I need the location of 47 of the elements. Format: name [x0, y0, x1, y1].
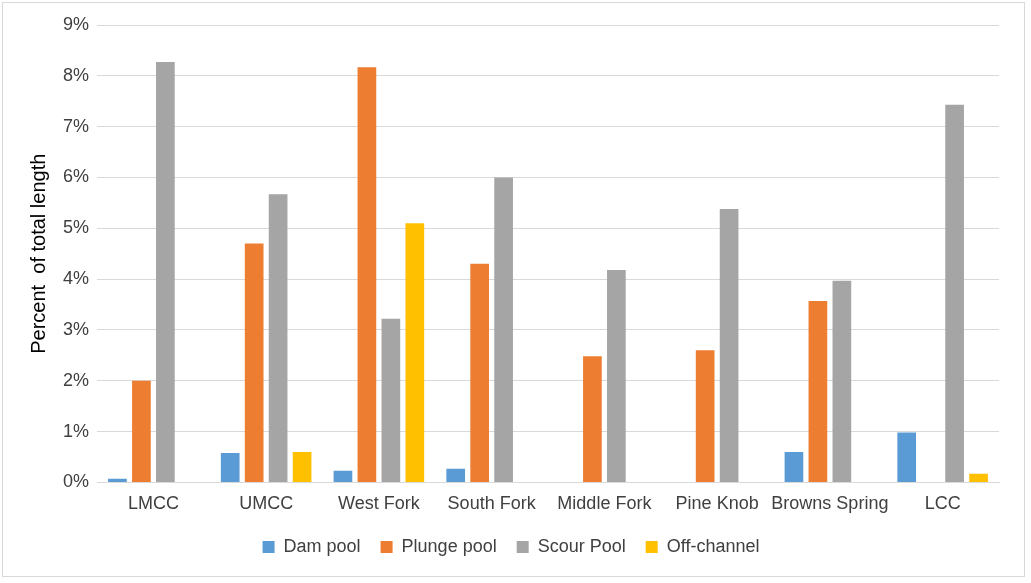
y-tick-label: 2%: [63, 369, 90, 390]
y-tick-label: 0%: [63, 471, 90, 492]
bar: [244, 243, 264, 482]
legend-label: Scour Pool: [537, 535, 626, 556]
bar: [808, 300, 828, 482]
x-tick-label: Browns Spring: [771, 493, 889, 514]
x-tick-label: LMCC: [127, 493, 179, 514]
y-tick-label: 3%: [63, 318, 90, 339]
x-tick-label: South Fork: [447, 493, 537, 514]
y-tick-label: 5%: [63, 217, 90, 238]
bar: [446, 468, 466, 482]
x-tick-label: Pine Knob: [675, 493, 759, 514]
bar: [719, 208, 739, 482]
y-tick-label: 4%: [63, 268, 90, 289]
y-tick-label: 6%: [63, 166, 90, 187]
bar: [969, 473, 988, 482]
bar: [108, 478, 127, 482]
bar: [405, 223, 425, 482]
x-tick-label: LCC: [924, 493, 961, 514]
bar: [132, 380, 151, 482]
y-tick-label: 8%: [63, 64, 90, 85]
bar: [220, 452, 240, 482]
x-tick-label: West Fork: [338, 493, 421, 514]
bar: [292, 451, 312, 482]
bar: [156, 62, 175, 482]
bar: [357, 67, 377, 482]
bar: [494, 177, 513, 482]
bar: [897, 432, 917, 482]
y-tick-label: 9%: [63, 13, 90, 34]
bar: [268, 194, 288, 482]
x-tick-label: Middle Fork: [557, 493, 653, 514]
y-tick-label: 7%: [63, 115, 90, 136]
y-axis-title: Percent of total length: [26, 153, 49, 354]
bar: [583, 356, 602, 482]
bar: [381, 318, 401, 482]
bar: [470, 263, 489, 482]
bar: [945, 104, 964, 482]
legend-label: Off-channel: [666, 535, 760, 556]
legend-label: Dam pool: [283, 535, 361, 556]
bar: [832, 280, 852, 482]
legend-label: Plunge pool: [401, 535, 497, 556]
bar: [333, 470, 353, 482]
bar: [607, 269, 626, 482]
y-tick-label: 1%: [63, 420, 90, 441]
x-tick-label: UMCC: [239, 493, 294, 514]
bar: [784, 451, 804, 482]
bar: [695, 350, 715, 482]
